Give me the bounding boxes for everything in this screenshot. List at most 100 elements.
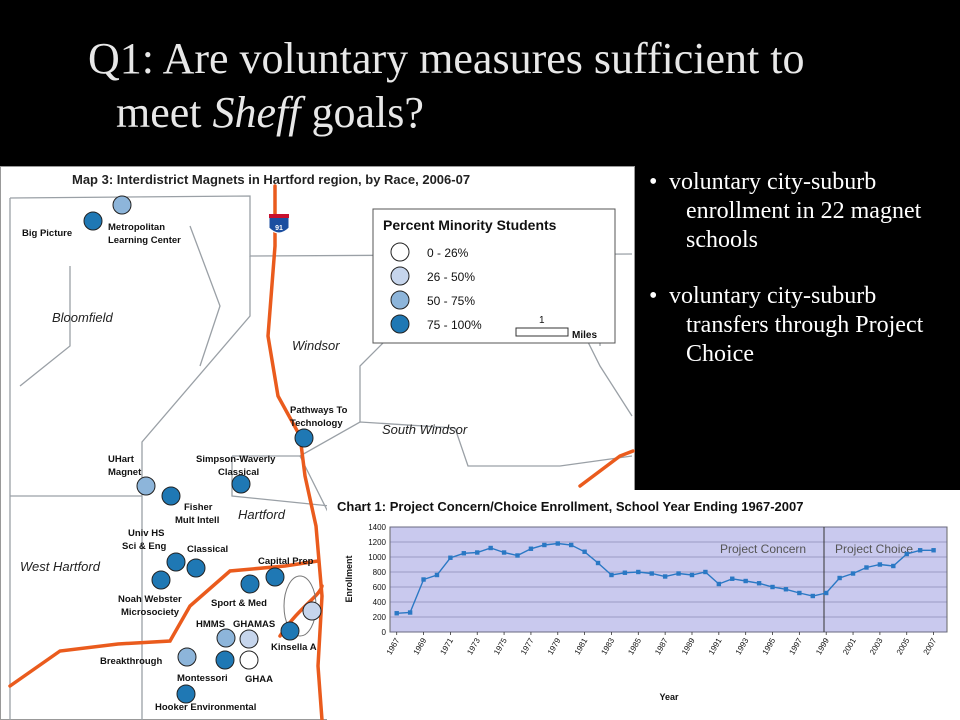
school-label: GHAA (245, 674, 273, 685)
data-point (891, 563, 896, 569)
legend-swatch (390, 314, 410, 334)
data-point (689, 572, 695, 578)
x-tick-label: 1979 (546, 636, 563, 656)
chart-line (394, 541, 936, 616)
title-line-2-pre: meet (116, 88, 213, 137)
data-point (850, 571, 856, 576)
data-point (595, 560, 601, 566)
map-school-labels: Big Picture Metropolitan Learning Center… (22, 222, 348, 713)
school-label: Breakthrough (100, 656, 162, 667)
school-marker (136, 476, 156, 496)
town-labels: Bloomfield Windsor South Windsor Hartfor… (20, 310, 468, 574)
data-point (730, 576, 735, 581)
data-point (568, 542, 574, 548)
map-figure: Map 3: Interdistrict Magnets in Hartford… (0, 166, 635, 720)
chart-title: Chart 1: Project Concern/Choice Enrollme… (337, 499, 803, 514)
legend-swatch (390, 242, 410, 262)
school-label: Big Picture (22, 228, 72, 239)
data-point (421, 577, 426, 582)
data-point (555, 541, 560, 546)
school-label: Hooker Environmental (155, 702, 256, 713)
data-point (810, 593, 815, 599)
chart-figure: Chart 1: Project Concern/Choice Enrollme… (327, 490, 960, 720)
school-label: Capital Prep (258, 556, 314, 567)
school-label: Montessori (177, 673, 228, 684)
x-tick-label: 1989 (680, 636, 697, 656)
legend-swatch (390, 290, 410, 310)
data-point (783, 587, 789, 592)
school-marker (302, 601, 322, 621)
town-label: West Hartford (20, 559, 101, 574)
school-label: Microsociety (121, 607, 180, 618)
school-marker (231, 474, 251, 494)
school-label: UHart (108, 454, 135, 465)
bullet-text: voluntary city-suburb transfers through … (669, 283, 924, 367)
scale-unit: Miles (572, 330, 597, 341)
scale-bar (515, 327, 569, 337)
data-point (461, 551, 467, 556)
x-tick-label: 1971 (438, 636, 455, 656)
data-point (475, 550, 480, 555)
x-tick-label: 1977 (519, 636, 536, 656)
legend-label: 26 - 50% (427, 270, 475, 284)
data-point (528, 546, 534, 551)
school-label: Sci & Eng (122, 541, 167, 552)
y-tick-label: 1400 (368, 523, 386, 532)
x-tick-label: 1981 (573, 636, 590, 656)
bullet-item: • voluntary city-suburb enrollment in 22… (649, 168, 960, 255)
data-point (770, 584, 775, 590)
chart-y-ticks: 0 200 400 600 800 1000 1200 1400 (368, 523, 386, 637)
data-point (877, 562, 883, 567)
legend-label: 50 - 75% (427, 294, 475, 308)
school-marker (177, 647, 197, 667)
x-tick-label: 1995 (761, 636, 778, 656)
data-point (917, 548, 923, 553)
school-marker (166, 552, 186, 572)
legend-items: 0 - 26% 26 - 50% 50 - 75% 75 - 100% (390, 242, 482, 334)
data-point (797, 590, 802, 596)
bullet-marker: • (649, 169, 658, 195)
x-axis-label: Year (659, 692, 679, 702)
data-point (703, 569, 708, 575)
title-line-2: meet Sheff goals? (88, 86, 948, 140)
data-point (756, 581, 762, 586)
data-point (622, 570, 628, 575)
school-marker (280, 621, 300, 641)
school-marker (112, 195, 132, 215)
data-point (662, 574, 668, 579)
y-tick-label: 600 (373, 583, 387, 592)
data-point (676, 571, 681, 576)
title-line-2-post: goals? (300, 88, 424, 137)
data-point (649, 571, 654, 576)
x-tick-label: 2003 (868, 636, 885, 656)
data-point (864, 565, 869, 570)
school-label: Metropolitan (108, 222, 165, 233)
school-label: Magnet (108, 467, 142, 478)
school-marker (215, 650, 235, 670)
legend-label: 0 - 26% (427, 246, 469, 260)
title-line-1: Q1: Are voluntary measures sufficient to (88, 34, 805, 83)
x-tick-label: 1987 (653, 636, 670, 656)
town-label: Hartford (238, 507, 286, 522)
data-point (407, 610, 413, 615)
legend-title: Percent Minority Students (383, 217, 557, 233)
bullet-marker: • (649, 283, 658, 309)
school-marker (161, 486, 181, 506)
x-tick-label: 1969 (412, 636, 429, 656)
school-label: HMMS (196, 619, 225, 630)
x-tick-label: 1997 (787, 636, 804, 656)
data-point (931, 548, 936, 553)
map-schools (83, 195, 322, 704)
school-label: Classical (218, 467, 259, 478)
y-tick-label: 400 (373, 598, 387, 607)
school-label: Simpson-Waverly (196, 454, 276, 465)
y-tick-label: 1000 (368, 553, 386, 562)
y-tick-label: 200 (373, 613, 387, 622)
school-label: Learning Center (108, 235, 181, 246)
school-label: Kinsella A (271, 642, 317, 653)
legend-box (372, 208, 616, 344)
y-tick-label: 1200 (368, 538, 386, 547)
y-tick-label: 800 (373, 568, 387, 577)
school-marker (239, 650, 259, 670)
map-svg: Map 3: Interdistrict Magnets in Hartford… (0, 166, 635, 720)
